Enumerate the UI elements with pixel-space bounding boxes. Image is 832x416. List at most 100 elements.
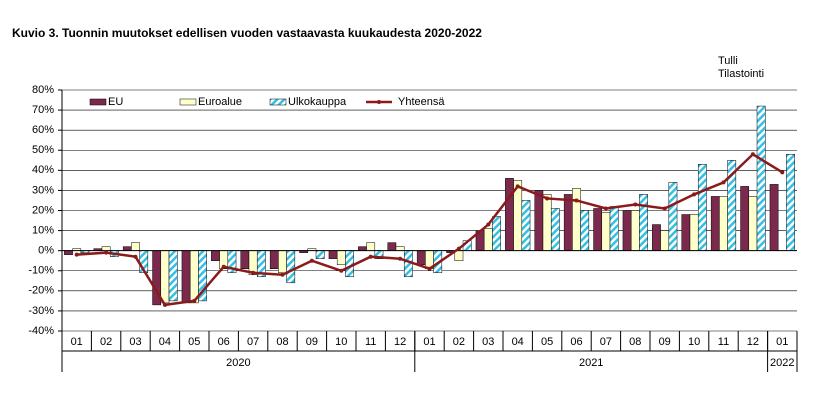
y-tick-label: 20% (32, 204, 54, 216)
bar (122, 246, 132, 251)
x-tick-label: 03 (129, 336, 141, 348)
x-tick-label: 02 (100, 336, 112, 348)
line-marker (221, 264, 226, 269)
x-tick-label: 01 (71, 336, 83, 348)
bar (64, 250, 73, 255)
bar (660, 230, 670, 251)
chart-title: Kuvio 3. Tuonnin muutokset edellisen vuo… (12, 26, 482, 40)
line-marker (339, 268, 344, 273)
y-tick-label: -20% (28, 285, 54, 297)
bar (550, 208, 560, 251)
y-tick-label: 30% (32, 184, 54, 196)
line-marker (133, 254, 138, 259)
bar (181, 250, 191, 304)
year-label: 2021 (579, 357, 603, 369)
x-tick-label: 05 (188, 336, 200, 348)
x-tick-label: 01 (423, 336, 435, 348)
bar (563, 194, 573, 251)
bar (240, 250, 250, 269)
line-marker (692, 192, 697, 197)
x-tick-label: 05 (541, 336, 553, 348)
bar (748, 196, 758, 251)
legend-label: Euroalue (198, 96, 242, 108)
bar (769, 184, 779, 251)
line-marker (574, 198, 579, 203)
bar (483, 228, 493, 251)
line-marker (309, 258, 314, 263)
x-tick-label: 11 (718, 336, 729, 348)
line-marker (192, 298, 197, 303)
line-marker (74, 252, 79, 257)
bar (286, 250, 296, 284)
y-tick-label: -30% (28, 305, 54, 317)
y-tick-label: 60% (32, 124, 54, 136)
bar (505, 178, 514, 251)
line-marker (662, 206, 667, 211)
x-tick-label: 09 (659, 336, 671, 348)
bar (395, 246, 405, 251)
source: Tilastointi (718, 68, 764, 80)
bar (668, 182, 678, 251)
x-tick-label: 08 (629, 336, 641, 348)
legend-swatch (269, 98, 287, 106)
y-tick-label: 0% (38, 245, 54, 257)
line-marker (633, 202, 638, 207)
bar (345, 250, 354, 278)
bar (710, 196, 720, 251)
bar (269, 250, 279, 269)
x-tick-label: 06 (570, 336, 582, 348)
bar (740, 186, 750, 251)
x-tick-label: 07 (247, 336, 259, 348)
legend-label: Yhteensä (398, 96, 445, 108)
bar (689, 214, 699, 251)
source: Tulli (718, 55, 738, 67)
x-tick-label: 10 (335, 336, 347, 348)
bar (454, 250, 464, 261)
y-tick-label: 40% (32, 164, 54, 176)
bar (786, 154, 795, 251)
line-marker (427, 266, 432, 271)
y-tick-label: -10% (28, 265, 54, 277)
bar (756, 105, 766, 251)
bar (521, 200, 531, 251)
line-marker (780, 170, 785, 175)
x-tick-label: 07 (600, 336, 612, 348)
legend-swatch (179, 98, 197, 106)
line-marker (456, 246, 461, 251)
bar (160, 250, 170, 304)
bar (639, 194, 648, 251)
line-marker (486, 222, 491, 227)
bar (387, 242, 397, 251)
line-marker (251, 270, 256, 275)
line-marker (162, 302, 167, 307)
year-label: 2022 (770, 357, 794, 369)
bar (630, 210, 640, 251)
bar (358, 246, 367, 251)
bar (416, 250, 426, 265)
x-tick-label: 09 (306, 336, 318, 348)
legend-swatch (89, 98, 107, 106)
bar (131, 242, 140, 251)
line-marker (603, 206, 608, 211)
line-marker (721, 180, 726, 185)
x-tick-label: 12 (394, 336, 406, 348)
bar (366, 242, 376, 251)
bar (609, 206, 619, 251)
line-marker (398, 256, 403, 261)
y-tick-label: 10% (32, 224, 54, 236)
bar (572, 188, 581, 251)
x-tick-label: 06 (218, 336, 230, 348)
bar (328, 250, 338, 259)
bar (681, 214, 691, 251)
bar (211, 250, 220, 261)
y-tick-label: 50% (32, 144, 54, 156)
bar (315, 250, 325, 259)
x-tick-label: 02 (453, 336, 465, 348)
bar (601, 212, 611, 251)
year-label: 2020 (226, 357, 250, 369)
bar (622, 210, 632, 251)
bar (652, 224, 661, 251)
line-marker (368, 254, 373, 259)
bar (534, 190, 544, 251)
